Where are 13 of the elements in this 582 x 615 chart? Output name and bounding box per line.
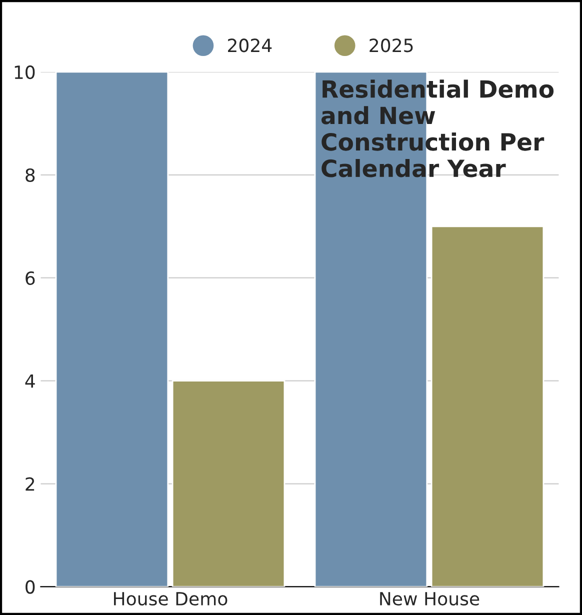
x-tick-label: New House — [380, 592, 480, 606]
y-tick-label: 2 — [26, 477, 34, 491]
bar — [172, 380, 286, 587]
y-tick-label: 4 — [25, 374, 35, 388]
y-tick-label: 10 — [14, 65, 35, 80]
legend-label: 2025 — [370, 38, 413, 52]
bar — [430, 226, 544, 587]
bar — [55, 72, 169, 587]
x-tick-label: House Demo — [114, 592, 228, 606]
y-tick-label: 8 — [26, 168, 35, 182]
y-tick-label: 0 — [26, 580, 35, 594]
text: 2024 — [228, 38, 272, 52]
y-tick-label: 6 — [26, 271, 35, 285]
